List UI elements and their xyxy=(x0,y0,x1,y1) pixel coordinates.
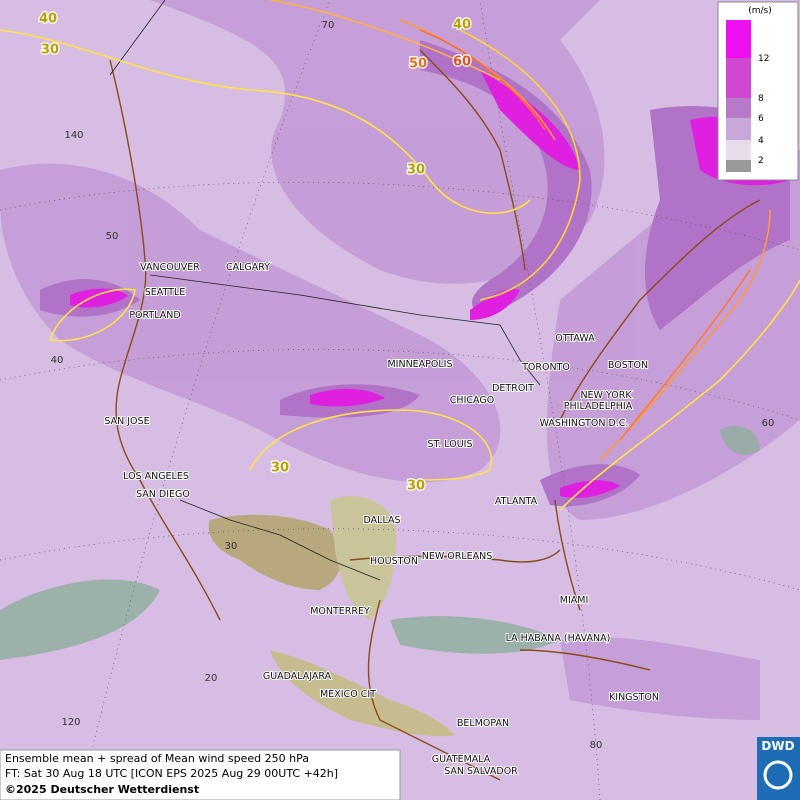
graticule-label: 50 xyxy=(106,231,119,242)
graticule-label: 40 xyxy=(51,355,64,366)
city-label: LOS ANGELES xyxy=(123,471,189,482)
city-label: MONTERREY xyxy=(310,606,370,617)
city-label: ATLANTA xyxy=(495,496,538,507)
city-label: KINGSTON xyxy=(609,692,659,703)
footer-box xyxy=(0,749,401,800)
contour-label: 30 xyxy=(41,43,59,58)
lakes-oceans-patches xyxy=(0,426,760,660)
logo-icon xyxy=(763,760,793,790)
isotachs xyxy=(0,0,800,511)
contour-label: 30 xyxy=(407,479,425,494)
city-label: CHICAGO xyxy=(450,395,494,406)
legend-level: 6 xyxy=(758,114,764,124)
legend: (m/s) xyxy=(717,1,799,181)
city-label: MEXICO CIT xyxy=(320,689,376,700)
city-label: PHILADELPHIA xyxy=(564,401,633,412)
city-label: ST. LOUIS xyxy=(428,439,473,450)
legend-level: 2 xyxy=(758,156,764,166)
legend-level: 8 xyxy=(758,94,764,104)
city-label: TORONTO xyxy=(521,362,570,373)
footer-forecast: FT: Sat 30 Aug 18 UTC [ICON EPS 2025 Aug… xyxy=(5,767,338,780)
city-label: WASHINGTON D.C. xyxy=(540,418,629,429)
graticule-label: 60 xyxy=(762,418,775,429)
legend-swatch xyxy=(726,160,751,172)
city-label: BOSTON xyxy=(608,360,648,371)
city-label: GUATEMALA xyxy=(432,754,491,765)
city-label: SAN SALVADOR xyxy=(444,766,518,777)
city-label: BELMOPAN xyxy=(457,718,509,729)
legend-swatch xyxy=(726,58,751,98)
graticule-label: 140 xyxy=(64,130,83,141)
city-label: PORTLAND xyxy=(129,310,180,321)
legend-level: 12 xyxy=(758,54,769,64)
legend-swatch xyxy=(726,20,751,58)
contour-label: 30 xyxy=(271,461,289,476)
contour-label: 50 xyxy=(409,57,427,72)
contour-label: 60 xyxy=(453,55,471,70)
city-label: SAN DIEGO xyxy=(136,489,190,500)
city-label: CALGARY xyxy=(226,262,270,273)
legend-swatch xyxy=(726,98,751,118)
footer-copyright: ©2025 Deutscher Wetterdienst xyxy=(5,783,199,796)
legend-swatch xyxy=(726,118,751,140)
city-label: NEW ORLEANS xyxy=(422,551,493,562)
graticule-label: 120 xyxy=(61,717,80,728)
city-label: SEATTLE xyxy=(145,287,186,298)
city-label: MIAMI xyxy=(560,595,589,606)
footer-title: Ensemble mean + spread of Mean wind spee… xyxy=(5,752,309,765)
city-label: SAN JOSE xyxy=(104,416,149,427)
city-label: HOUSTON xyxy=(370,556,418,567)
legend-unit: (m/s) xyxy=(748,6,772,16)
city-label: GUADALAJARA xyxy=(263,671,332,682)
city-label: VANCOUVER xyxy=(140,262,200,273)
city-label: LA HABANA (HAVANA) xyxy=(506,633,611,644)
city-label: OTTAWA xyxy=(555,333,595,344)
graticule-label: 70 xyxy=(322,20,335,31)
city-label: DALLAS xyxy=(364,515,401,526)
labels: VANCOUVER CALGARY SEATTLE PORTLAND MINNEAPOL… xyxy=(38,10,775,778)
logo-text: DWD xyxy=(761,739,794,753)
city-label: MINNEAPOLIS xyxy=(387,359,452,370)
graticule-label: 30 xyxy=(225,541,238,552)
legend-swatch xyxy=(726,140,751,160)
graticule-label: 20 xyxy=(205,673,218,684)
city-label: NEW YORK xyxy=(580,390,632,401)
legend-level: 4 xyxy=(758,136,764,146)
borders xyxy=(109,0,541,581)
contour-label: 30 xyxy=(407,163,425,178)
terrain xyxy=(208,496,455,737)
city-label: DETROIT xyxy=(492,383,534,394)
contour-label: 40 xyxy=(453,18,471,33)
graticule-label: 80 xyxy=(590,740,603,751)
coastlines xyxy=(109,49,761,781)
logo-box xyxy=(757,737,800,800)
contour-label: 40 xyxy=(39,12,57,27)
